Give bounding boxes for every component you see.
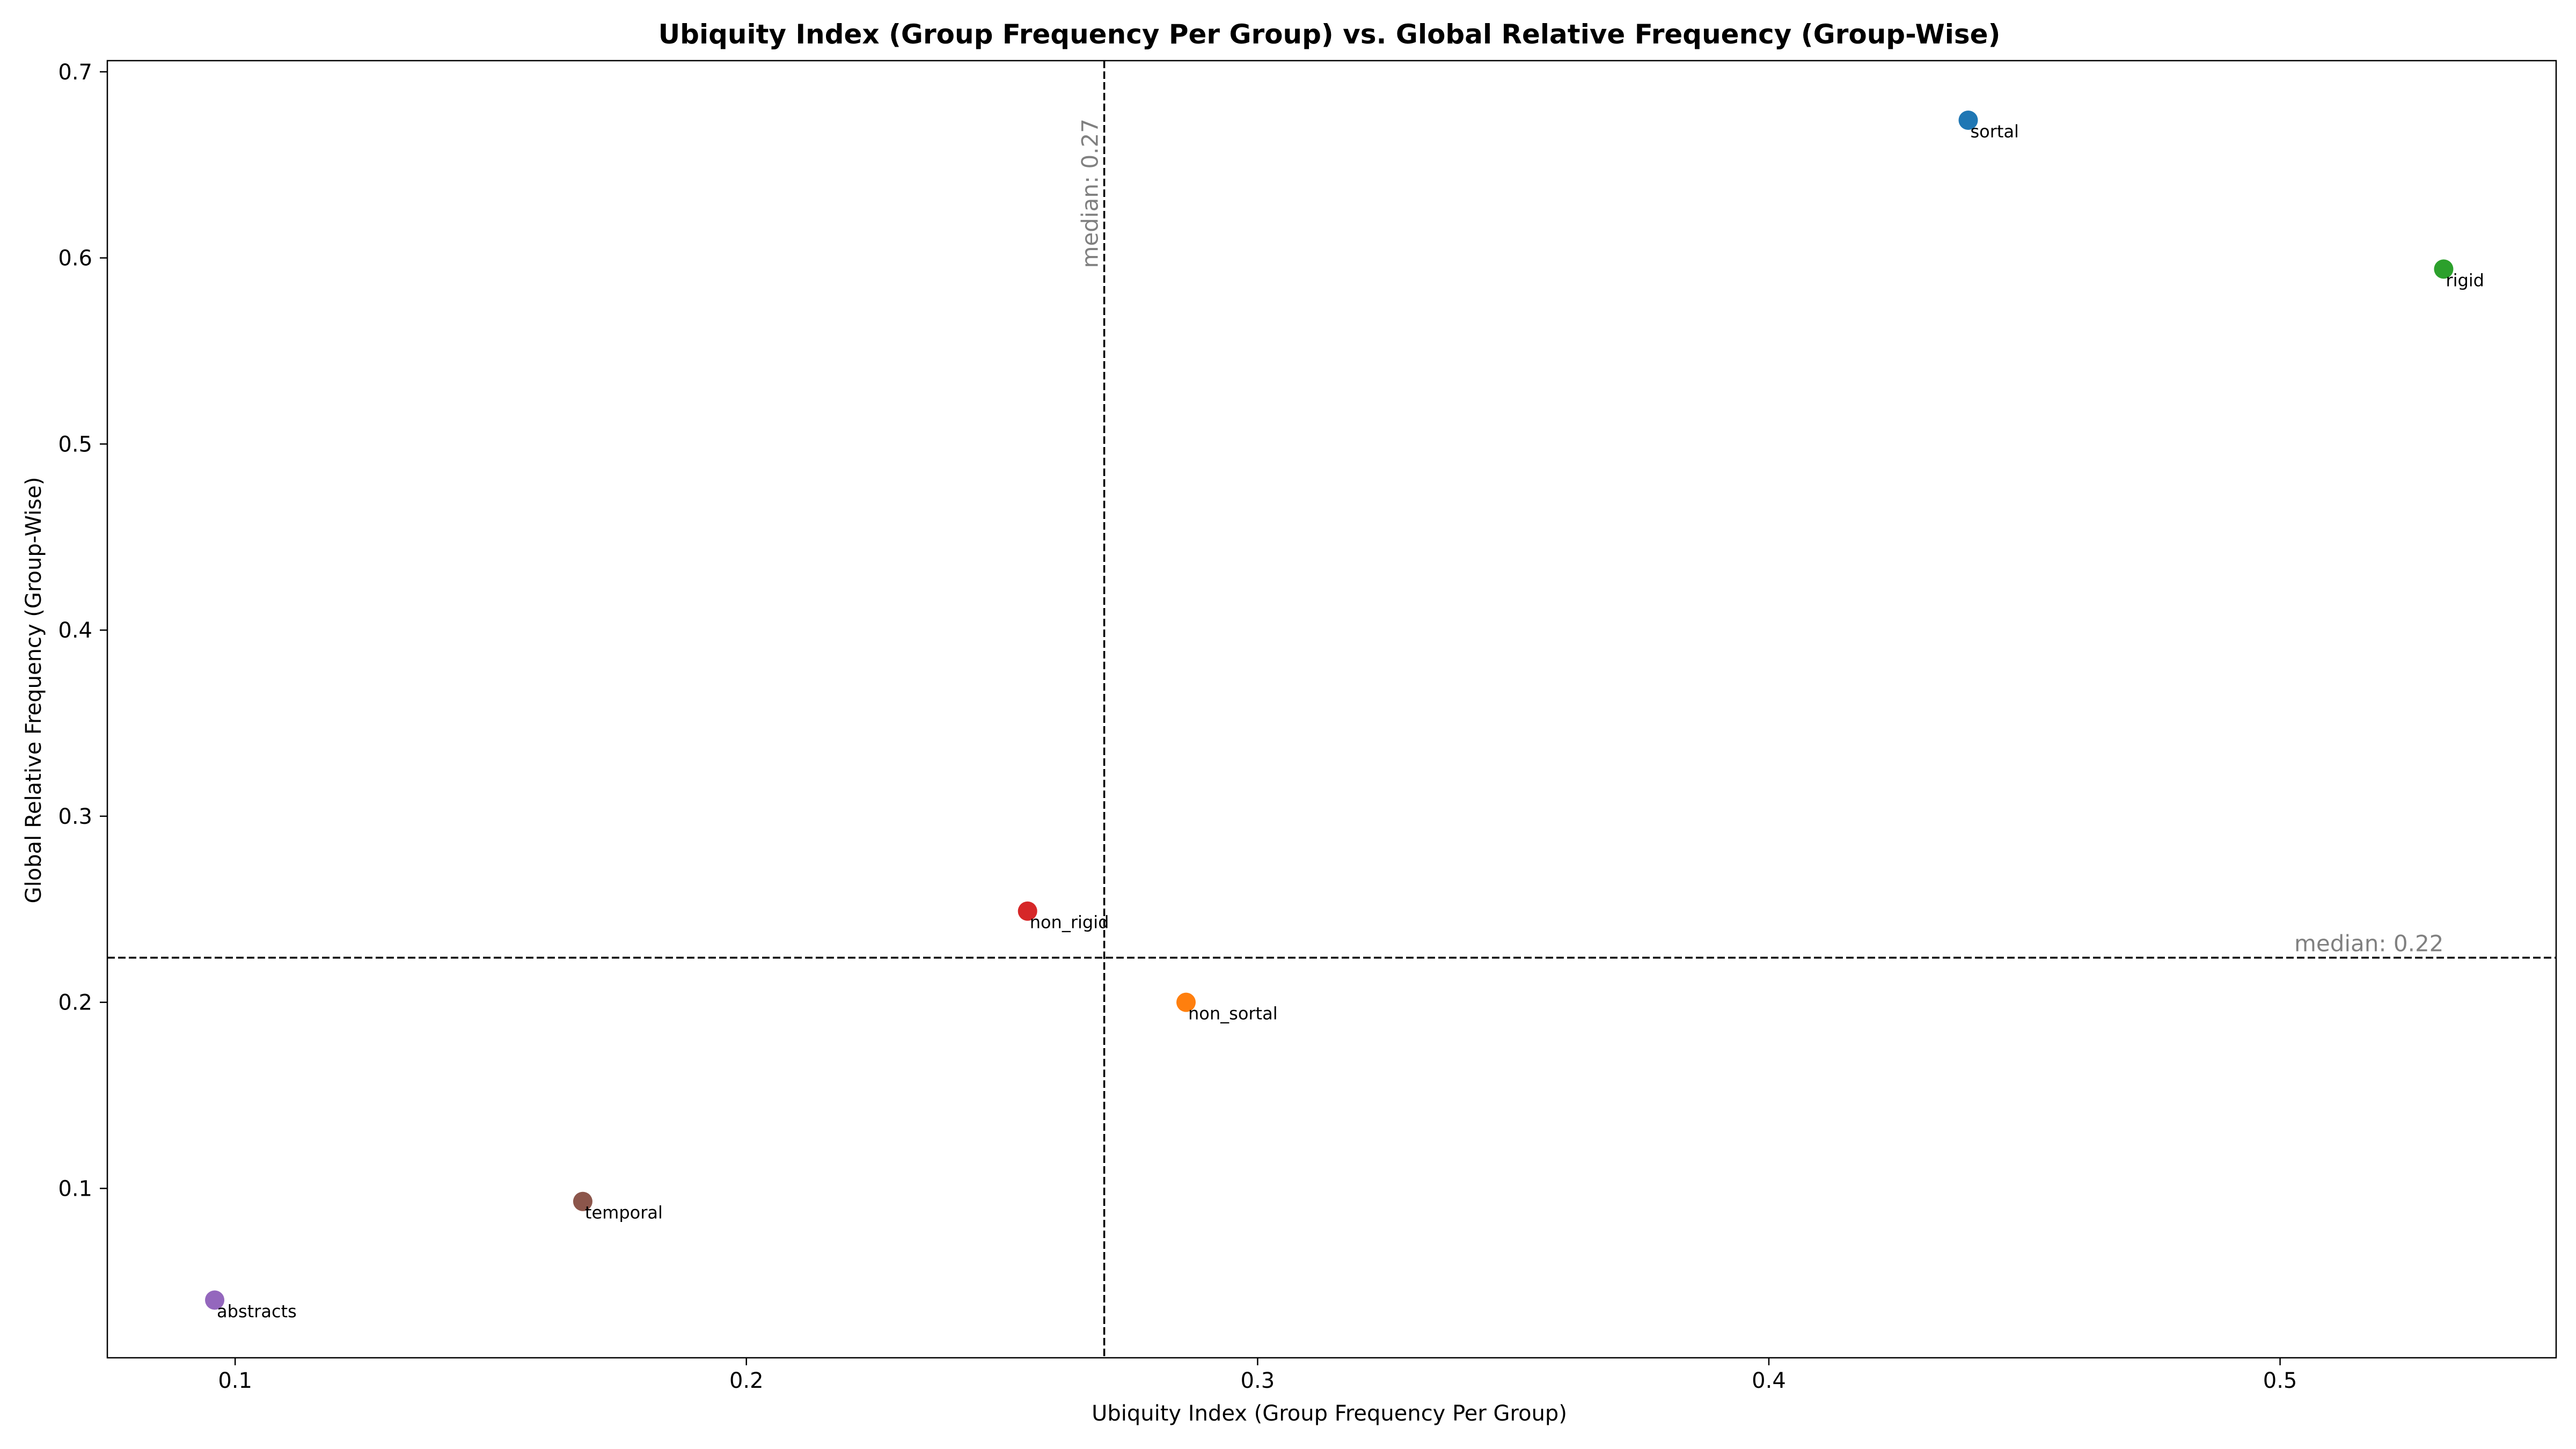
y-tick-label: 0.6 (58, 246, 92, 271)
scatter-point-sortal (1958, 110, 1978, 130)
point-label-non-rigid: non_rigid (1030, 912, 1109, 933)
scatter-point-rigid (2434, 259, 2454, 279)
y-tick-label: 0.5 (58, 432, 92, 457)
y-axis-label: Global Relative Frequency (Group-Wise) (21, 477, 46, 904)
x-axis-label: Ubiquity Index (Group Frequency Per Grou… (1092, 1401, 1567, 1426)
point-label-sortal: sortal (1970, 121, 2018, 142)
x-tick-label: 0.4 (1752, 1368, 1786, 1393)
scatter-point-non-sortal (1176, 992, 1196, 1012)
y-tick-label: 0.2 (58, 991, 92, 1015)
plot-frame (106, 60, 2557, 1359)
point-label-non-sortal: non_sortal (1188, 1004, 1278, 1024)
y-tick-label: 0.7 (58, 60, 92, 85)
horizontal-median-label: median: 0.22 (2294, 930, 2443, 956)
x-tick-label: 0.1 (218, 1368, 252, 1393)
x-tick-label: 0.2 (729, 1368, 764, 1393)
vertical-median-label: median: 0.27 (1077, 119, 1103, 268)
point-label-abstracts: abstracts (217, 1301, 297, 1322)
scatter-point-non-rigid (1018, 901, 1037, 921)
point-label-rigid: rigid (2446, 270, 2484, 290)
chart-title: Ubiquity Index (Group Frequency Per Grou… (658, 19, 2001, 50)
y-tick-label: 0.4 (58, 618, 92, 643)
point-label-temporal: temporal (585, 1203, 663, 1223)
y-tick-label: 0.1 (58, 1176, 92, 1201)
x-tick-label: 0.3 (1241, 1368, 1275, 1393)
plot-area: 0.1 0.2 0.3 0.4 0.5 0.1 0.2 0.3 0.4 0.5 0.6 0.7 medi… (58, 60, 2557, 1393)
x-tick-label: 0.5 (2263, 1368, 2297, 1393)
scatter-point-abstracts (205, 1290, 225, 1310)
y-tick-label: 0.3 (58, 804, 92, 829)
scatter-point-temporal (573, 1191, 592, 1211)
